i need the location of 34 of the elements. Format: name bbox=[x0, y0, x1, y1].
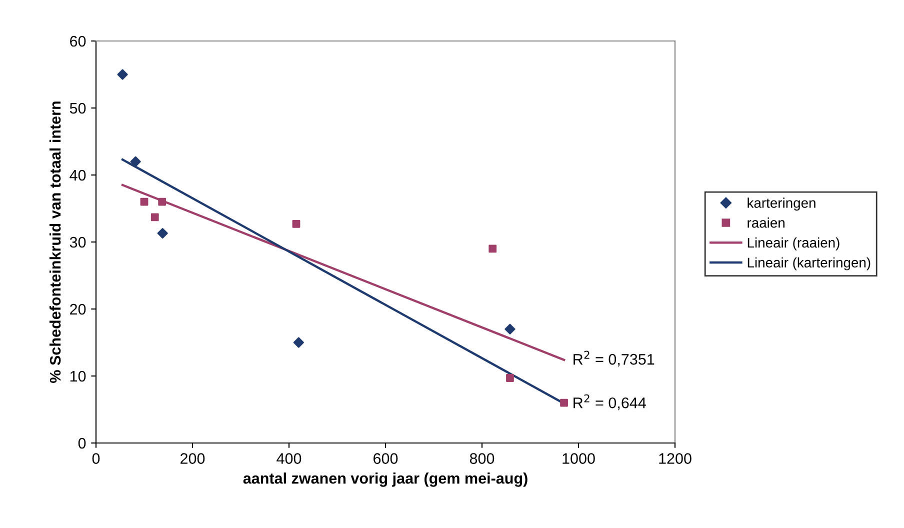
y-tick-label: 60 bbox=[70, 36, 86, 47]
x-tick-label: 200 bbox=[180, 453, 205, 464]
x-tick-label: 600 bbox=[374, 453, 398, 464]
y-tick-label: 30 bbox=[70, 236, 86, 248]
legend-label: Lineair (karteringen) bbox=[748, 257, 870, 270]
y-tick-label: 20 bbox=[70, 304, 86, 315]
point bbox=[140, 198, 148, 206]
legend-label: karteringen bbox=[748, 198, 816, 211]
point bbox=[506, 374, 514, 382]
point bbox=[293, 337, 304, 348]
point bbox=[292, 220, 300, 228]
annotation: R$^{2}$ = 0,7351 bbox=[574, 350, 654, 367]
x-tick-label: 800 bbox=[470, 453, 494, 464]
x-tick-label: 1000 bbox=[562, 453, 595, 464]
x-tick-label: 0 bbox=[92, 453, 100, 464]
legend-label: raaien bbox=[748, 218, 784, 228]
y-tick-label: 50 bbox=[70, 102, 86, 114]
x-tick-label: 400 bbox=[276, 453, 302, 464]
point bbox=[150, 213, 159, 222]
point bbox=[157, 228, 168, 239]
x-axis-title: aantal zwanen vorig jaar (gem mei-aug) bbox=[243, 472, 528, 487]
point bbox=[130, 156, 141, 167]
y-tick-label: 10 bbox=[70, 370, 86, 382]
y-axis-title: % Schedefonteinkruid van totaal intern bbox=[49, 102, 61, 383]
legend-label: Lineair (raaien) bbox=[748, 237, 840, 250]
point bbox=[488, 244, 497, 253]
x-tick-label: 1200 bbox=[659, 453, 692, 464]
point bbox=[504, 324, 516, 334]
point bbox=[117, 69, 128, 80]
point bbox=[158, 198, 166, 206]
annotation: R$^{2}$ = 0,644 bbox=[574, 394, 646, 410]
y-tick-label: 0 bbox=[78, 438, 86, 449]
point bbox=[560, 398, 568, 407]
y-tick-label: 40 bbox=[70, 170, 86, 181]
